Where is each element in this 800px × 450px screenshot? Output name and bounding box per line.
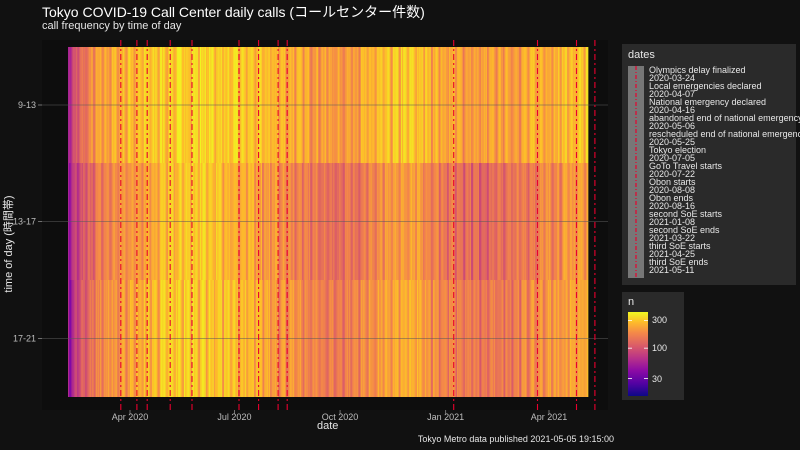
legend-event-date: 2020-05-25 (649, 137, 696, 147)
x-ticks: Apr 2020 Jul 2020 Oct 2020 Jan 2021 Apr 2021 (112, 410, 568, 422)
y-gridlines (42, 104, 608, 339)
legend-event-label: National emergency declared (649, 97, 767, 107)
legend-event-label: abandoned end of national emergency (649, 113, 800, 123)
colorbar-label: 30 (652, 373, 663, 384)
dates-legend-title: dates (628, 49, 655, 61)
chart-subtitle: call frequency by time of day (42, 20, 182, 32)
dates-legend-key (628, 66, 644, 278)
legend-event-date: 2020-05-06 (649, 121, 696, 131)
legend-event-label: Tokyo election (649, 145, 707, 155)
legend-event-label: GoTo Travel starts (649, 161, 723, 171)
legend-event-date: 2020-08-08 (649, 185, 696, 195)
y-ticks: 9-13 13-17 17-21 (13, 100, 42, 344)
legend-event-date: 2021-04-25 (649, 249, 696, 259)
legend-event-date: 2020-07-22 (649, 169, 696, 179)
chart-title: Tokyo COVID-19 Call Center daily calls (… (42, 4, 425, 20)
legend-event-date: 2021-01-08 (649, 217, 696, 227)
heat-cells (68, 47, 589, 397)
colorbar-label: 300 (652, 315, 668, 326)
legend-event-label: Local emergencies declared (649, 81, 762, 91)
y-tick-label: 9-13 (18, 100, 36, 110)
y-tick-label: 17-21 (13, 334, 36, 344)
legend-event-label: second SoE starts (649, 209, 723, 219)
colorbar-gradient (628, 312, 648, 396)
legend-event-label: Obon ends (649, 193, 694, 203)
colorbar-label: 100 (652, 343, 668, 354)
x-axis-label: date (317, 420, 339, 432)
n-colorbar (628, 312, 648, 396)
legend-event-date: 2020-03-24 (649, 73, 696, 83)
y-axis-label: time of day (時間帯) (3, 195, 15, 293)
n-legend: n 30 100 300 (622, 292, 684, 400)
legend-event-label: third SoE ends (649, 257, 709, 267)
legend-event-label: Obon starts (649, 177, 696, 187)
colorbar-ticks (628, 320, 648, 379)
y-tick-label: 13-17 (13, 217, 36, 227)
x-tick-label: Jan 2021 (427, 412, 464, 422)
legend-event-label: rescheduled end of national emergency (649, 129, 800, 139)
n-legend-title: n (628, 296, 635, 308)
legend-event-label: second SoE ends (649, 225, 720, 235)
x-tick-label: Oct 2020 (322, 412, 359, 422)
legend-event-label: third SoE starts (649, 241, 711, 251)
x-tick-label: Jul 2020 (217, 412, 251, 422)
legend-event-date: 2020-04-07 (649, 89, 696, 99)
legend-event-date: 2021-05-11 (649, 265, 695, 275)
chart-caption: Tokyo Metro data published 2021-05-05 19… (417, 434, 614, 444)
legend-event-date: 2020-08-16 (649, 201, 696, 211)
legend-event-date: 2020-04-16 (649, 105, 696, 115)
legend-event-date: 2020-07-05 (649, 153, 696, 163)
x-tick-label: Apr 2020 (112, 412, 149, 422)
event-lines (120, 40, 596, 410)
x-tick-label: Apr 2021 (531, 412, 568, 422)
legend-event-label: Olympics delay finalized (649, 65, 746, 75)
dates-legend: dates Olympics delay finalized 2020-03-24… (622, 44, 800, 285)
legend-event-date: 2021-03-22 (649, 233, 696, 243)
